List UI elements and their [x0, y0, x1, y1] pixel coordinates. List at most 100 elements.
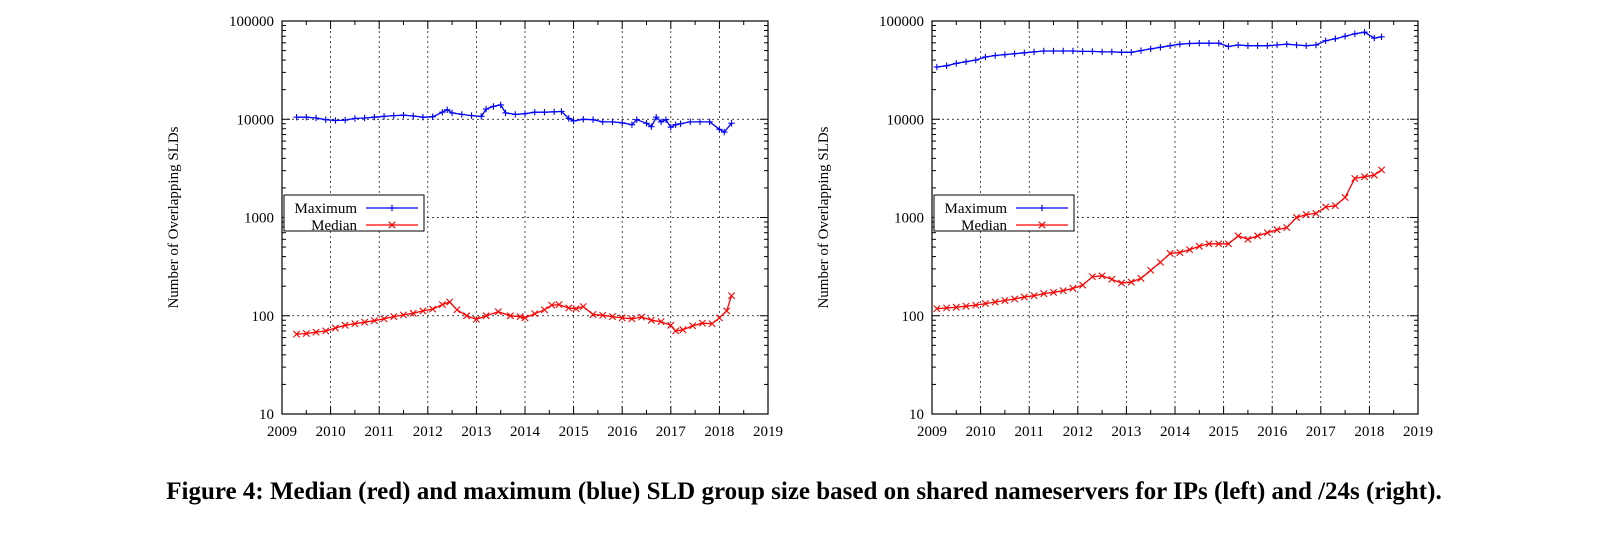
data-point-maximum [444, 106, 451, 113]
x-tick-label: 2011 [1014, 424, 1043, 440]
data-point-median [540, 306, 549, 314]
x-tick-label: 2016 [1257, 424, 1288, 440]
data-point-median [1059, 287, 1067, 295]
data-point-maximum [490, 103, 497, 110]
data-point-median [463, 312, 471, 320]
data-point-maximum [341, 116, 349, 124]
series-median [292, 292, 736, 338]
data-point-maximum [1205, 39, 1213, 47]
data-point-maximum [448, 109, 456, 117]
data-point-median [1292, 213, 1301, 222]
data-point-median [1351, 174, 1359, 182]
data-point-median [672, 327, 680, 335]
data-point-maximum [1303, 42, 1310, 49]
data-point-maximum [322, 116, 329, 123]
data-point-maximum [653, 113, 660, 121]
data-point-maximum [1312, 41, 1320, 49]
legend-label-maximum: Maximum [295, 201, 358, 217]
data-point-maximum [497, 101, 504, 109]
data-point-median [1205, 240, 1213, 248]
data-point-maximum [589, 116, 597, 123]
data-point-median [1224, 240, 1233, 248]
data-point-median [521, 314, 529, 322]
data-point-maximum [1371, 34, 1378, 42]
data-point-median [618, 314, 626, 322]
data-point-maximum [643, 120, 650, 127]
data-point-maximum [1378, 33, 1385, 41]
data-point-maximum [696, 118, 704, 126]
data-point-maximum [1254, 42, 1261, 49]
data-point-median [657, 318, 665, 326]
data-point-maximum [1079, 48, 1086, 55]
data-point-maximum [1089, 48, 1096, 55]
data-point-median [446, 298, 454, 306]
y-tick-label: 10 [909, 407, 924, 423]
x-tick-label: 2013 [1111, 424, 1141, 440]
data-point-maximum [933, 63, 941, 71]
data-point-maximum [609, 118, 616, 126]
data-point-maximum [570, 117, 577, 125]
data-point-median [1176, 248, 1184, 257]
y-axis-label: Number of Overlapping SLDs [816, 126, 832, 308]
figure-caption: Figure 4: Median (red) and maximum (blue… [166, 478, 1442, 505]
data-point-median [1283, 223, 1291, 232]
x-tick-label: 2019 [1403, 424, 1433, 440]
data-point-maximum [558, 108, 565, 115]
data-point-maximum [662, 116, 670, 123]
data-point-median [1195, 242, 1203, 250]
data-point-median [409, 309, 417, 317]
x-tick-label: 2016 [607, 424, 638, 440]
data-point-median [506, 312, 515, 320]
data-point-maximum [1050, 47, 1057, 55]
data-point-maximum [1166, 42, 1174, 49]
data-point-maximum [1011, 50, 1018, 57]
data-point-median [1088, 273, 1096, 281]
data-point-median [494, 308, 502, 316]
data-point-median [628, 315, 636, 323]
data-point-median [1185, 246, 1194, 254]
data-point-maximum [1283, 41, 1290, 48]
data-point-median [565, 304, 573, 312]
data-point-median [991, 298, 999, 306]
data-point-maximum [648, 123, 655, 130]
data-point-maximum [550, 108, 558, 116]
data-point-median [399, 311, 408, 319]
data-point-maximum [667, 124, 674, 131]
data-point-maximum [1137, 47, 1145, 54]
data-point-maximum [1264, 42, 1271, 49]
data-point-median [1098, 272, 1106, 280]
x-tick-label: 2014 [510, 424, 541, 440]
x-tick-label: 2009 [917, 424, 947, 440]
data-point-median [1166, 249, 1174, 258]
data-point-median [429, 305, 437, 313]
y-axis-label: Number of Overlapping SLDs [166, 126, 182, 308]
data-point-median [531, 310, 539, 318]
data-point-median [351, 320, 359, 328]
data-point-maximum [706, 118, 713, 126]
data-point-maximum [672, 121, 679, 128]
data-point-median [292, 330, 301, 338]
data-point-maximum [1060, 47, 1067, 55]
data-point-maximum [1186, 40, 1193, 47]
data-point-median [312, 328, 320, 336]
data-point-median [1049, 288, 1058, 296]
data-point-maximum [1040, 47, 1047, 55]
data-point-maximum [390, 112, 397, 119]
data-point-median [548, 301, 556, 309]
data-point-maximum [962, 58, 970, 65]
data-point-maximum [312, 114, 320, 122]
data-point-maximum [410, 112, 417, 120]
data-point-median [1156, 258, 1165, 266]
data-point-maximum [943, 62, 950, 69]
data-point-maximum [351, 115, 359, 122]
data-point-maximum [721, 128, 728, 136]
data-point-median [1108, 275, 1116, 283]
data-point-median [1273, 226, 1281, 234]
series-median [933, 166, 1386, 313]
data-point-maximum [687, 118, 694, 126]
y-tick-label: 100 [252, 309, 275, 325]
y-tick-label: 10000 [237, 112, 275, 128]
data-point-maximum [1341, 33, 1349, 40]
figure: 2009 2010 2011 2012 2013 2014 2015 2016 2017 2018… [166, 14, 1433, 440]
